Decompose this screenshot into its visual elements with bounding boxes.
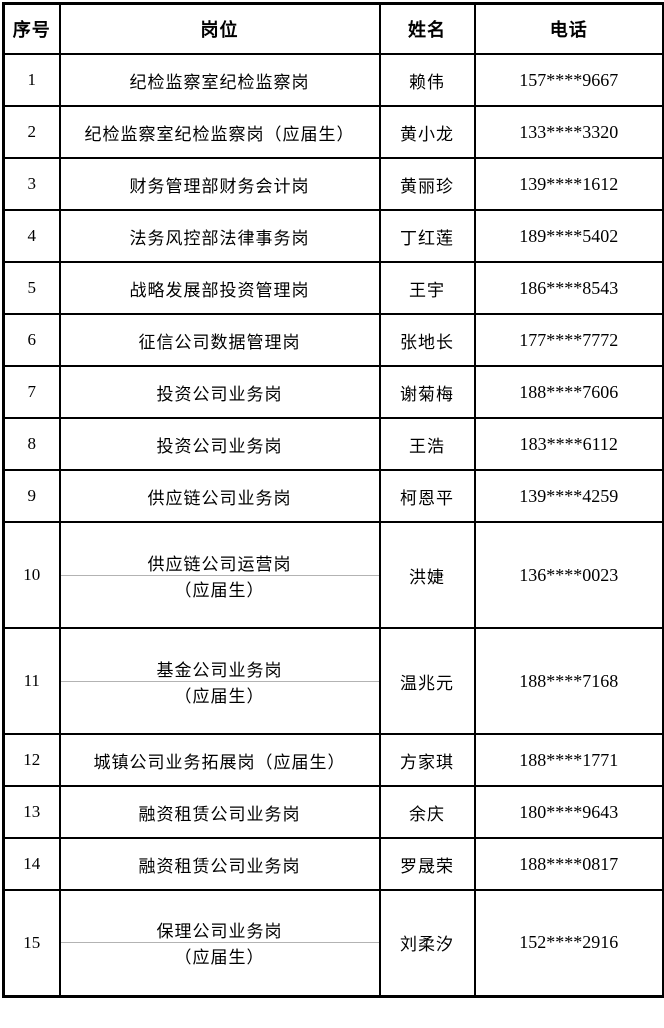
row-number-cell: 11 bbox=[2, 627, 61, 735]
table-header: 序号 岗位 姓名 电话 bbox=[2, 2, 664, 55]
row-number-cell: 7 bbox=[2, 365, 61, 419]
row-number-cell: 3 bbox=[2, 157, 61, 211]
table-row: 1 纪检监察室纪检监察岗 赖伟 157****9667 bbox=[2, 53, 664, 107]
table-row: 6 征信公司数据管理岗 张地长 177****7772 bbox=[2, 313, 664, 367]
position-cell: 保理公司业务岗 （应届生） bbox=[58, 889, 381, 997]
recruitment-contact-table: 序号 岗位 姓名 电话 1 纪检监察室纪检监察岗 赖伟 157****9667 2 纪检监… bbox=[2, 2, 664, 998]
table-row: 12 城镇公司业务拓展岗（应届生） 方家琪 188****1771 bbox=[2, 733, 664, 787]
row-number-cell: 8 bbox=[2, 417, 61, 471]
row-number-cell: 9 bbox=[2, 469, 61, 523]
phone-cell: 183****6112 bbox=[473, 417, 664, 471]
position-line1: 保理公司业务岗 bbox=[156, 922, 283, 942]
row-number-cell: 4 bbox=[2, 209, 61, 263]
position-cell: 纪检监察室纪检监察岗 bbox=[58, 53, 381, 107]
position-line2: （应届生） bbox=[61, 942, 378, 968]
phone-cell: 186****8543 bbox=[473, 261, 664, 315]
phone-cell: 180****9643 bbox=[473, 785, 664, 839]
position-cell: 供应链公司业务岗 bbox=[58, 469, 381, 523]
table-row: 2 纪检监察室纪检监察岗（应届生） 黄小龙 133****3320 bbox=[2, 105, 664, 159]
row-number-cell: 14 bbox=[2, 837, 61, 891]
table-row: 13 融资租赁公司业务岗 余庆 180****9643 bbox=[2, 785, 664, 839]
row-number-cell: 10 bbox=[2, 521, 61, 629]
table-row: 10 供应链公司运营岗 （应届生） 洪婕 136****0023 bbox=[2, 521, 664, 629]
row-number-cell: 12 bbox=[2, 733, 61, 787]
phone-cell: 188****7168 bbox=[473, 627, 664, 735]
position-cell: 战略发展部投资管理岗 bbox=[58, 261, 381, 315]
phone-cell: 188****0817 bbox=[473, 837, 664, 891]
name-cell: 柯恩平 bbox=[378, 469, 476, 523]
position-cell: 征信公司数据管理岗 bbox=[58, 313, 381, 367]
name-cell: 赖伟 bbox=[378, 53, 476, 107]
name-cell: 谢菊梅 bbox=[378, 365, 476, 419]
position-cell: 投资公司业务岗 bbox=[58, 365, 381, 419]
position-cell: 纪检监察室纪检监察岗（应届生） bbox=[58, 105, 381, 159]
name-cell: 方家琪 bbox=[378, 733, 476, 787]
table-row: 14 融资租赁公司业务岗 罗晟荣 188****0817 bbox=[2, 837, 664, 891]
position-cell: 基金公司业务岗 （应届生） bbox=[58, 627, 381, 735]
position-cell: 法务风控部法律事务岗 bbox=[58, 209, 381, 263]
name-cell: 余庆 bbox=[378, 785, 476, 839]
position-line1: 供应链公司运营岗 bbox=[147, 554, 292, 574]
position-cell: 财务管理部财务会计岗 bbox=[58, 157, 381, 211]
phone-cell: 188****7606 bbox=[473, 365, 664, 419]
column-header-position: 岗位 bbox=[58, 2, 381, 55]
table-row: 7 投资公司业务岗 谢菊梅 188****7606 bbox=[2, 365, 664, 419]
table-row: 3 财务管理部财务会计岗 黄丽珍 139****1612 bbox=[2, 157, 664, 211]
name-cell: 王宇 bbox=[378, 261, 476, 315]
table-row: 5 战略发展部投资管理岗 王宇 186****8543 bbox=[2, 261, 664, 315]
position-split: 供应链公司运营岗 （应届生） bbox=[61, 550, 378, 601]
phone-cell: 136****0023 bbox=[473, 521, 664, 629]
column-header-phone: 电话 bbox=[473, 2, 664, 55]
name-cell: 温兆元 bbox=[378, 627, 476, 735]
phone-cell: 152****2916 bbox=[473, 889, 664, 997]
position-cell: 供应链公司运营岗 （应届生） bbox=[58, 521, 381, 629]
table-row: 8 投资公司业务岗 王浩 183****6112 bbox=[2, 417, 664, 471]
position-line1: 基金公司业务岗 bbox=[156, 660, 283, 680]
column-header-no: 序号 bbox=[2, 2, 61, 55]
header-row: 序号 岗位 姓名 电话 bbox=[2, 2, 664, 55]
table-row: 9 供应链公司业务岗 柯恩平 139****4259 bbox=[2, 469, 664, 523]
name-cell: 张地长 bbox=[378, 313, 476, 367]
position-split: 保理公司业务岗 （应届生） bbox=[61, 917, 378, 968]
phone-cell: 189****5402 bbox=[473, 209, 664, 263]
table-row: 11 基金公司业务岗 （应届生） 温兆元 188****7168 bbox=[2, 627, 664, 735]
position-cell: 城镇公司业务拓展岗（应届生） bbox=[58, 733, 381, 787]
phone-cell: 177****7772 bbox=[473, 313, 664, 367]
table-row: 15 保理公司业务岗 （应届生） 刘柔汐 152****2916 bbox=[2, 889, 664, 997]
name-cell: 刘柔汐 bbox=[378, 889, 476, 997]
row-number-cell: 2 bbox=[2, 105, 61, 159]
row-number-cell: 5 bbox=[2, 261, 61, 315]
name-cell: 罗晟荣 bbox=[378, 837, 476, 891]
table-row: 4 法务风控部法律事务岗 丁红莲 189****5402 bbox=[2, 209, 664, 263]
name-cell: 王浩 bbox=[378, 417, 476, 471]
table-body: 1 纪检监察室纪检监察岗 赖伟 157****9667 2 纪检监察室纪检监察岗（应届生）… bbox=[2, 53, 664, 997]
row-number-cell: 13 bbox=[2, 785, 61, 839]
position-line2: （应届生） bbox=[61, 680, 378, 707]
column-header-name: 姓名 bbox=[378, 2, 476, 55]
name-cell: 黄小龙 bbox=[378, 105, 476, 159]
position-cell: 投资公司业务岗 bbox=[58, 417, 381, 471]
name-cell: 丁红莲 bbox=[378, 209, 476, 263]
name-cell: 黄丽珍 bbox=[378, 157, 476, 211]
phone-cell: 188****1771 bbox=[473, 733, 664, 787]
name-cell: 洪婕 bbox=[378, 521, 476, 629]
row-number-cell: 1 bbox=[2, 53, 61, 107]
phone-cell: 139****4259 bbox=[473, 469, 664, 523]
phone-cell: 157****9667 bbox=[473, 53, 664, 107]
row-number-cell: 6 bbox=[2, 313, 61, 367]
position-cell: 融资租赁公司业务岗 bbox=[58, 785, 381, 839]
phone-cell: 133****3320 bbox=[473, 105, 664, 159]
position-split: 基金公司业务岗 （应届生） bbox=[61, 656, 378, 707]
phone-cell: 139****1612 bbox=[473, 157, 664, 211]
position-line2: （应届生） bbox=[61, 574, 378, 601]
position-cell: 融资租赁公司业务岗 bbox=[58, 837, 381, 891]
row-number-cell: 15 bbox=[2, 889, 61, 997]
